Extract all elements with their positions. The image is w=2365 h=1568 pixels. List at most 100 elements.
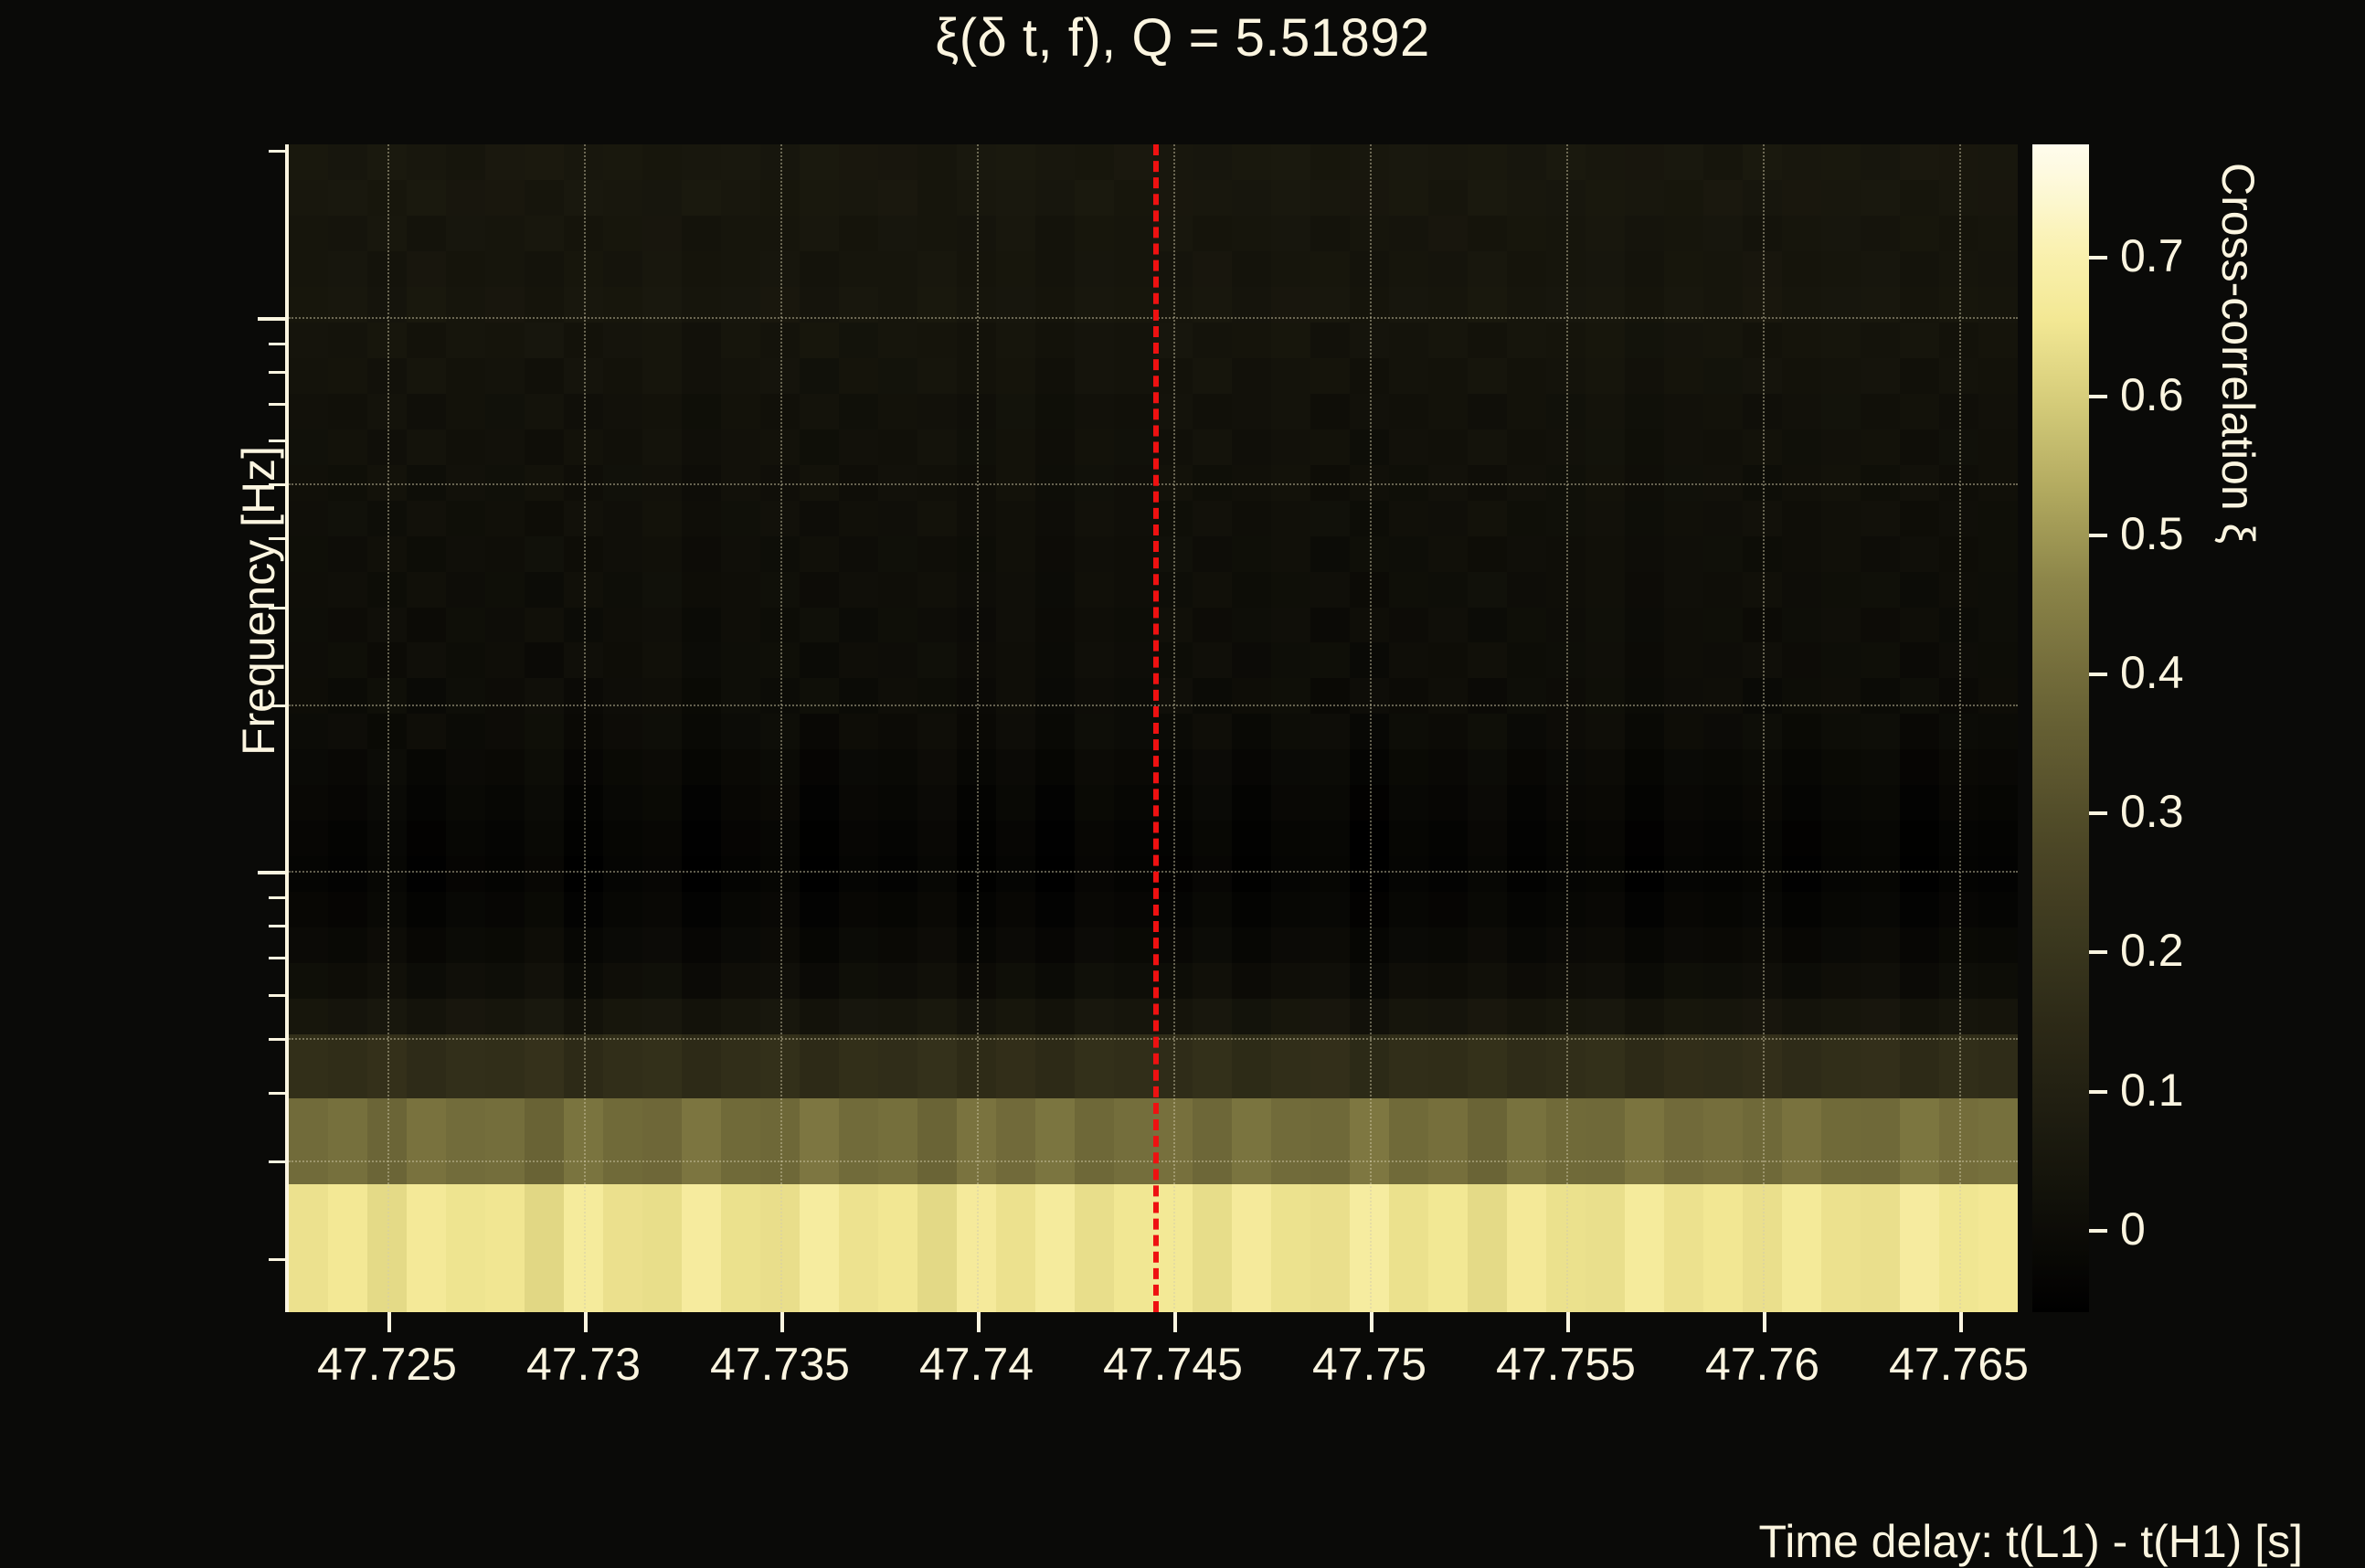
heatmap-cell (446, 785, 485, 821)
plot-area[interactable]: 103102 47.72547.7347.73547.7447.74547.75… (233, 144, 2303, 1567)
heatmap-cell (1114, 856, 1153, 893)
heatmap-cell (996, 642, 1035, 679)
heatmap-cell (1310, 607, 1350, 643)
heatmap-cell (1586, 179, 1625, 216)
heatmap-cell (917, 892, 957, 928)
heatmap-cell (721, 1034, 760, 1099)
heatmap-cell (1114, 1098, 1153, 1184)
heatmap-cell (996, 393, 1035, 429)
heatmap-cell (1586, 785, 1625, 821)
heatmap-cell (721, 1098, 760, 1184)
heatmap-cell (1310, 1098, 1350, 1184)
heatmap-cell (1428, 322, 1468, 358)
heatmap-cell (957, 500, 996, 536)
heatmap-cell (289, 785, 328, 821)
heatmap-cell (1978, 286, 2018, 323)
heatmap-cell (1703, 607, 1743, 643)
heatmap-cell (878, 607, 917, 643)
heatmap-cell (407, 286, 446, 323)
heatmap-cell (1546, 678, 1586, 715)
heatmap-cell (1075, 144, 1114, 180)
heatmap-cell (1075, 607, 1114, 643)
x-axis-title: Time delay: t(L1) - t(H1) [s] (1758, 1516, 2303, 1567)
heatmap-cell (1978, 429, 2018, 465)
heatmap-cell (1075, 642, 1114, 679)
heatmap-cell (642, 607, 682, 643)
heatmap-cell (485, 1183, 525, 1312)
heatmap-cell (603, 963, 642, 1000)
heatmap-cell (1978, 322, 2018, 358)
heatmap-cell (1153, 535, 1193, 572)
heatmap-cell (642, 250, 682, 287)
heatmap-cell (1114, 821, 1153, 857)
heatmap-cell (839, 963, 878, 1000)
heatmap-cell (446, 393, 485, 429)
heatmap-cell (1075, 892, 1114, 928)
heatmap-cell (760, 500, 800, 536)
heatmap-cell (721, 749, 760, 786)
heatmap-cell (1939, 464, 1978, 501)
heatmap-cell (564, 642, 603, 679)
heatmap-cell (1546, 322, 1586, 358)
heatmap-cell (1625, 250, 1664, 287)
heatmap-cell (1153, 714, 1193, 750)
heatmap-cell (525, 393, 564, 429)
heatmap-cell (1743, 785, 1782, 821)
heatmap-cell (642, 571, 682, 608)
heatmap-cell (682, 500, 721, 536)
heatmap-cell (721, 393, 760, 429)
heatmap-cell (525, 642, 564, 679)
heatmap-cell (1625, 785, 1664, 821)
heatmap-cell (1861, 393, 1900, 429)
heatmap-cell (1939, 393, 1978, 429)
heatmap-cell (1075, 429, 1114, 465)
heatmap-cell (721, 642, 760, 679)
heatmap-cell (1782, 500, 1821, 536)
heatmap-cell (682, 856, 721, 893)
heatmap-cell (289, 1098, 328, 1184)
heatmap-cell (642, 999, 682, 1035)
heatmap-cell (1507, 250, 1546, 287)
heatmap-cell (1743, 464, 1782, 501)
heatmap-cell (446, 892, 485, 928)
heatmap-cell (721, 286, 760, 323)
heatmap-cell (1939, 785, 1978, 821)
heatmap-cell (1193, 963, 1232, 1000)
heatmap-cell (525, 357, 564, 394)
heatmap-cell (1035, 642, 1075, 679)
heatmap-cell (1075, 286, 1114, 323)
heatmap-cell (1389, 215, 1428, 251)
heatmap-cell (1350, 1183, 1389, 1312)
heatmap-cell (603, 892, 642, 928)
heatmap-cell (289, 215, 328, 251)
heatmap-cell (1075, 821, 1114, 857)
heatmap-cell (1625, 856, 1664, 893)
heatmap-cell (328, 892, 367, 928)
heatmap-cell (1821, 1034, 1861, 1099)
heatmap-grid[interactable] (289, 144, 2018, 1312)
heatmap-cell (1939, 1034, 1978, 1099)
heatmap-cell (1310, 999, 1350, 1035)
heatmap-cell (1861, 749, 1900, 786)
heatmap-cell (878, 927, 917, 964)
heatmap-cell (328, 250, 367, 287)
heatmap-cell (1821, 963, 1861, 1000)
heatmap-cell (878, 144, 917, 180)
colorbar[interactable]: 0 0.1 0.2 0.3 0.4 0.5 0.6 0.7 (2032, 144, 2184, 1312)
heatmap-cell (603, 179, 642, 216)
heatmap-cell (407, 322, 446, 358)
heatmap-cell (957, 464, 996, 501)
heatmap-cell (1743, 642, 1782, 679)
heatmap-cell (1586, 429, 1625, 465)
heatmap-cell (603, 144, 642, 180)
heatmap-cell (1664, 1098, 1703, 1184)
heatmap-cell (1114, 749, 1153, 786)
heatmap-cell (1310, 927, 1350, 964)
heatmap-cell (1978, 999, 2018, 1035)
heatmap-cell (1075, 1098, 1114, 1184)
heatmap-cell (957, 429, 996, 465)
heatmap-cell (1114, 286, 1153, 323)
heatmap-cell (525, 500, 564, 536)
heatmap-cell (800, 144, 839, 180)
heatmap-cell (1861, 179, 1900, 216)
